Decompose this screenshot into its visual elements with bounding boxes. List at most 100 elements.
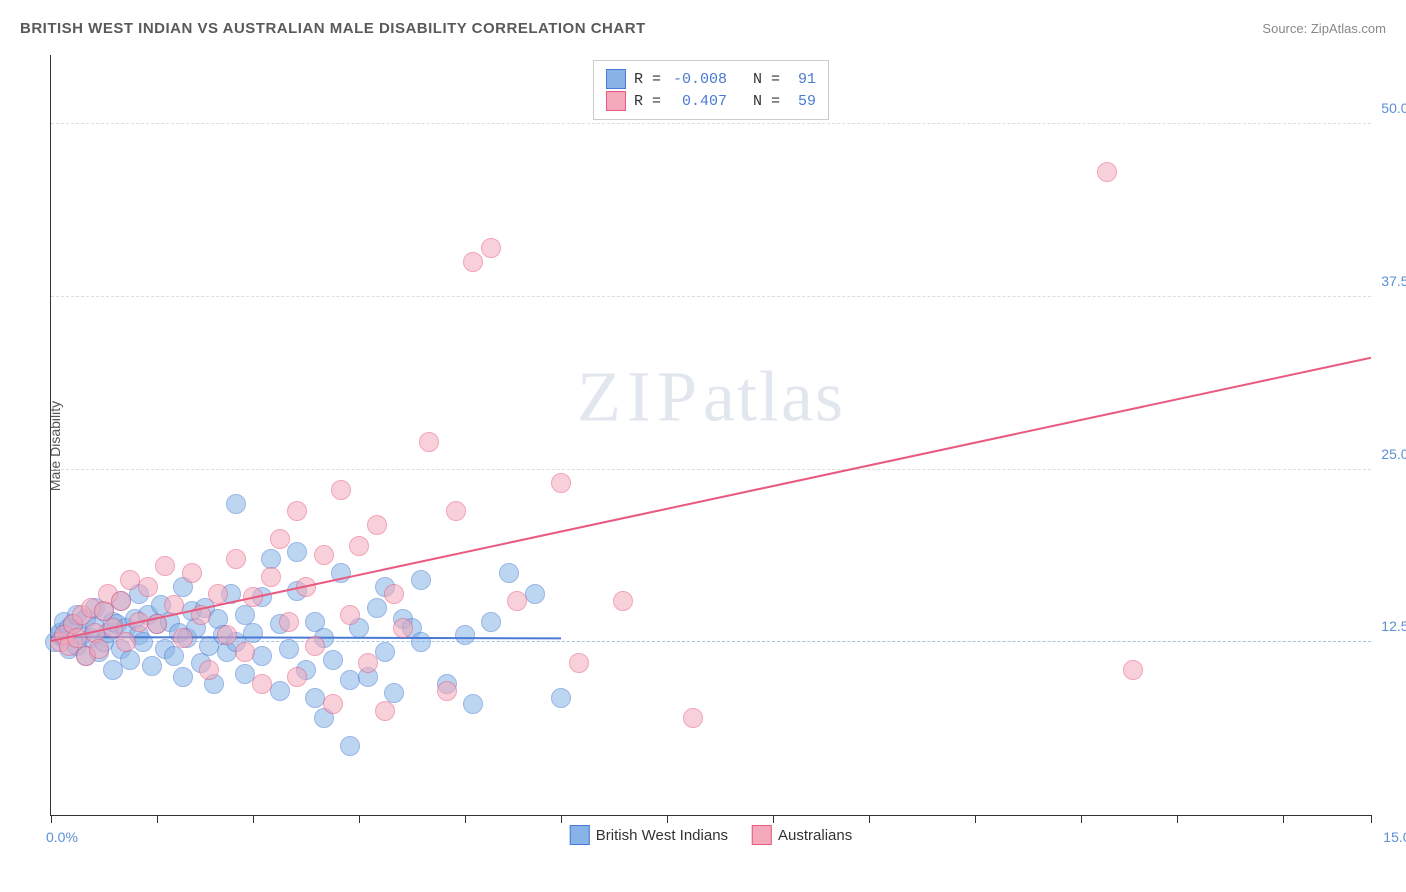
x-tick — [1283, 815, 1284, 823]
data-point — [120, 650, 140, 670]
legend-swatch — [606, 91, 626, 111]
stat-legend-row: R =-0.008 N =91 — [606, 69, 816, 89]
data-point — [323, 650, 343, 670]
data-point — [551, 688, 571, 708]
gridline — [51, 296, 1371, 297]
data-point — [340, 605, 360, 625]
gridline — [51, 123, 1371, 124]
gridline — [51, 469, 1371, 470]
data-point — [358, 653, 378, 673]
data-point — [446, 501, 466, 521]
x-tick — [667, 815, 668, 823]
data-point — [155, 556, 175, 576]
x-tick — [157, 815, 158, 823]
x-tick — [465, 815, 466, 823]
x-tick — [869, 815, 870, 823]
data-point — [142, 656, 162, 676]
data-point — [243, 623, 263, 643]
stats-legend: R =-0.008 N =91R =0.407 N =59 — [593, 60, 829, 120]
data-point — [499, 563, 519, 583]
x-tick — [1371, 815, 1372, 823]
data-point — [173, 667, 193, 687]
source-label: Source: ZipAtlas.com — [1262, 21, 1386, 36]
data-point — [116, 632, 136, 652]
data-point — [287, 667, 307, 687]
y-tick-label: 50.0% — [1381, 100, 1406, 116]
chart-title: BRITISH WEST INDIAN VS AUSTRALIAN MALE D… — [20, 20, 646, 37]
data-point — [270, 529, 290, 549]
data-point — [1097, 162, 1117, 182]
data-point — [199, 660, 219, 680]
data-point — [1123, 660, 1143, 680]
data-point — [164, 646, 184, 666]
data-point — [279, 639, 299, 659]
data-point — [437, 681, 457, 701]
data-point — [252, 646, 272, 666]
data-point — [235, 642, 255, 662]
data-point — [323, 694, 343, 714]
x-min-label: 0.0% — [46, 829, 78, 845]
data-point — [208, 584, 228, 604]
x-tick — [975, 815, 976, 823]
data-point — [252, 674, 272, 694]
data-point — [340, 736, 360, 756]
legend-swatch — [606, 69, 626, 89]
data-point — [235, 605, 255, 625]
data-point — [314, 545, 334, 565]
series-legend-item: Australians — [752, 825, 852, 845]
data-point — [349, 536, 369, 556]
data-point — [384, 584, 404, 604]
series-legend: British West Indians Australians — [570, 825, 852, 845]
data-point — [411, 632, 431, 652]
data-point — [367, 598, 387, 618]
data-point — [411, 570, 431, 590]
data-point — [419, 432, 439, 452]
x-tick — [359, 815, 360, 823]
data-point — [481, 612, 501, 632]
x-tick — [1177, 815, 1178, 823]
data-point — [217, 625, 237, 645]
source-link[interactable]: ZipAtlas.com — [1311, 21, 1386, 36]
data-point — [375, 701, 395, 721]
legend-swatch — [570, 825, 590, 845]
data-point — [279, 612, 299, 632]
data-point — [173, 628, 193, 648]
legend-swatch — [752, 825, 772, 845]
x-max-label: 15.0% — [1383, 829, 1406, 845]
data-point — [525, 584, 545, 604]
x-tick — [561, 815, 562, 823]
data-point — [463, 694, 483, 714]
data-point — [287, 542, 307, 562]
data-point — [393, 618, 413, 638]
data-point — [287, 501, 307, 521]
series-legend-item: British West Indians — [570, 825, 728, 845]
data-point — [331, 480, 351, 500]
data-point — [613, 591, 633, 611]
y-tick-label: 25.0% — [1381, 446, 1406, 462]
stat-legend-row: R =0.407 N =59 — [606, 91, 816, 111]
x-tick — [773, 815, 774, 823]
data-point — [305, 636, 325, 656]
data-point — [569, 653, 589, 673]
data-point — [463, 252, 483, 272]
data-point — [270, 681, 290, 701]
data-point — [261, 567, 281, 587]
data-point — [89, 639, 109, 659]
data-point — [455, 625, 475, 645]
series-name: Australians — [778, 827, 852, 844]
data-point — [375, 642, 395, 662]
data-point — [367, 515, 387, 535]
y-tick-label: 37.5% — [1381, 273, 1406, 289]
data-point — [384, 683, 404, 703]
y-tick-label: 12.5% — [1381, 618, 1406, 634]
data-point — [111, 591, 131, 611]
data-point — [551, 473, 571, 493]
watermark: ZIPatlas — [577, 356, 845, 439]
plot-area: ZIPatlas R =-0.008 N =91R =0.407 N =59 B… — [50, 55, 1371, 816]
data-point — [138, 577, 158, 597]
data-point — [226, 549, 246, 569]
data-point — [683, 708, 703, 728]
data-point — [507, 591, 527, 611]
x-tick — [1081, 815, 1082, 823]
x-tick — [253, 815, 254, 823]
